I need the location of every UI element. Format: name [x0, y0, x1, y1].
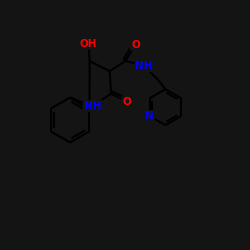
- Text: NH: NH: [136, 61, 153, 71]
- Text: O: O: [131, 40, 140, 50]
- Text: OH: OH: [80, 39, 97, 49]
- Text: NH: NH: [84, 101, 101, 111]
- Text: N: N: [146, 111, 154, 121]
- Text: O: O: [122, 96, 131, 106]
